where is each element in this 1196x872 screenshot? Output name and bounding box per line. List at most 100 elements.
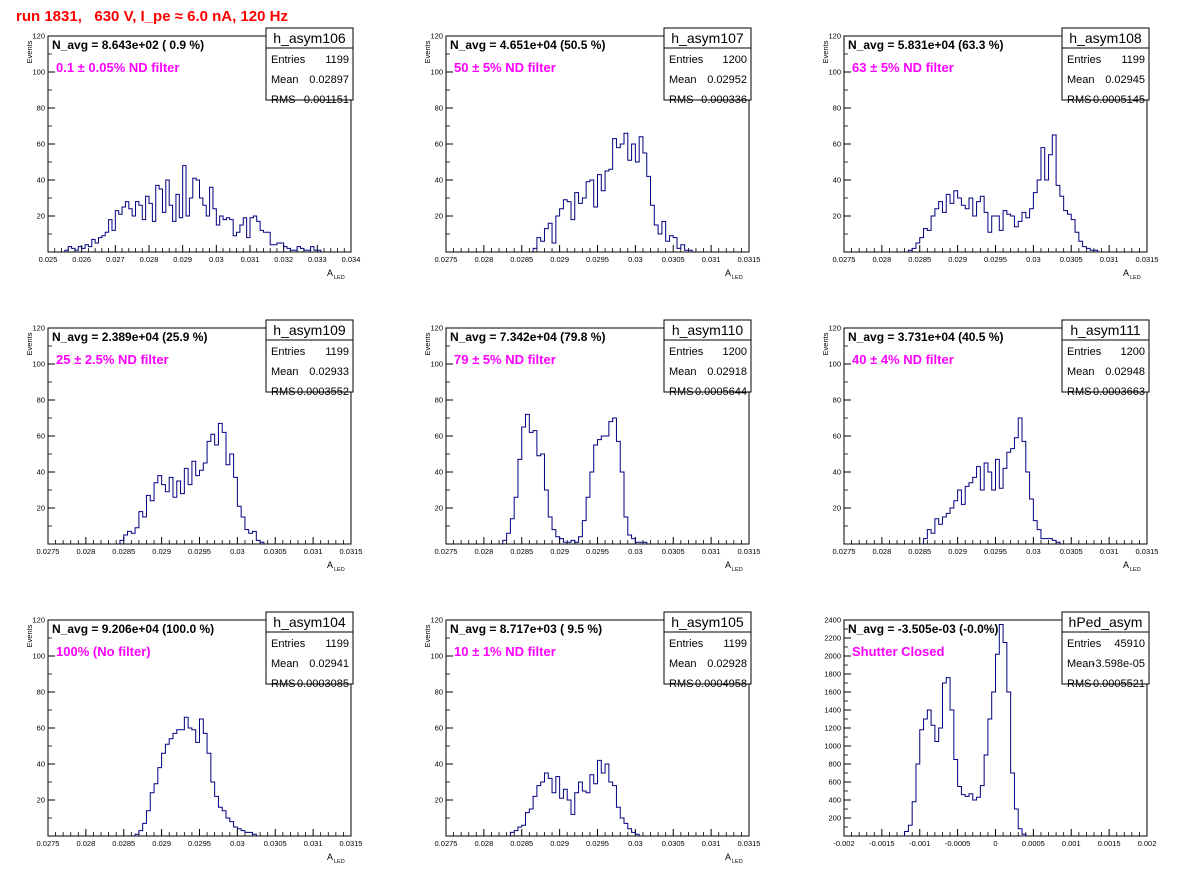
x-tick-label: 0.0015	[1098, 839, 1121, 848]
histogram-panel-h_asym109: 20 40 60 80 100 120 0.0275 0.028 0.0285 0.029 0.02…	[25, 319, 362, 573]
stats-value: 0.0005145	[1093, 94, 1145, 106]
y-tick-label: 20	[833, 212, 841, 221]
stats-value: 0.0003552	[297, 386, 349, 398]
y-tick-label: 20	[37, 796, 45, 805]
histogram-panel-h_asym108: 20 40 60 80 100 120 0.0275 0.028 0.0285 0.029 0.02…	[821, 27, 1158, 281]
navg-label: N_avg = 3.731e+04 (40.5 %)	[848, 330, 1003, 344]
stats-value: 1200	[723, 346, 747, 358]
y-tick-label: 60	[833, 432, 841, 441]
y-tick-label: 60	[833, 140, 841, 149]
x-tick-label: 0.0305	[662, 547, 685, 556]
filter-annotation: 79 ± 5% ND filter	[454, 352, 556, 367]
y-tick-label: 120	[32, 616, 45, 625]
navg-label: N_avg = 5.831e+04 (63.3 %)	[848, 38, 1003, 52]
x-tick-label: 0.0295	[984, 547, 1007, 556]
y-tick-label: 60	[435, 724, 443, 733]
stats-box	[265, 611, 354, 685]
y-tick-label: 100	[828, 360, 841, 369]
x-tick-label: 0.029	[948, 547, 967, 556]
navg-label: N_avg = 9.206e+04 (100.0 %)	[52, 622, 214, 636]
y-tick-label: 400	[828, 796, 841, 805]
y-tick-label: 80	[37, 396, 45, 405]
filter-annotation: 63 ± 5% ND filter	[852, 60, 954, 75]
x-tick-label: 0.03	[628, 547, 643, 556]
y-tick-label: 100	[32, 652, 45, 661]
stats-value: 0.0003085	[297, 678, 349, 690]
stats-box	[1061, 319, 1150, 393]
stats-value: 0.02928	[707, 658, 747, 670]
stats-value: -3.598e-05	[1092, 658, 1145, 670]
stats-value: 1199	[723, 638, 747, 650]
stats-label: Mean	[1067, 74, 1095, 86]
x-tick-label: 0.0295	[188, 547, 211, 556]
y-tick-label: 60	[37, 432, 45, 441]
x-tick-label: 0.001	[1062, 839, 1081, 848]
histogram-name: hPed_asym	[1069, 614, 1143, 630]
stats-value: 0.02918	[707, 366, 747, 378]
histogram-panel-h_asym110: 20 40 60 80 100 120 0.0275 0.028 0.0285 0.029 0.02…	[423, 319, 760, 573]
x-tick-label: 0.0295	[984, 255, 1007, 264]
x-tick-label: 0.031	[304, 839, 323, 848]
stats-label: RMS	[1067, 386, 1091, 398]
y-axis-label: Events	[423, 40, 432, 63]
stats-box	[265, 319, 354, 393]
y-tick-label: 60	[435, 140, 443, 149]
x-tick-label: 0.025	[39, 255, 58, 264]
stats-label: Entries	[669, 54, 704, 66]
y-tick-label: 2000	[824, 652, 841, 661]
x-tick-label: 0.03	[1026, 255, 1041, 264]
filter-annotation: 25 ± 2.5% ND filter	[56, 352, 169, 367]
x-tick-label: 0.0305	[264, 839, 287, 848]
y-tick-label: 2400	[824, 616, 841, 625]
stats-value: 1199	[325, 54, 349, 66]
histogram-panel-h_asym111: 20 40 60 80 100 120 0.0275 0.028 0.0285 0.029 0.02…	[821, 319, 1158, 573]
y-tick-label: 20	[435, 504, 443, 513]
filter-annotation: 100% (No filter)	[56, 644, 151, 659]
x-tick-label: 0.029	[550, 255, 569, 264]
x-tick-label: 0.0305	[1060, 547, 1083, 556]
x-tick-label: 0.031	[702, 839, 721, 848]
x-tick-label: 0	[993, 839, 997, 848]
x-tick-label: 0.03	[230, 547, 245, 556]
stats-label: Mean	[1067, 658, 1095, 670]
x-tick-label: 0.03	[230, 839, 245, 848]
x-tick-label: 0.029	[173, 255, 192, 264]
y-tick-label: 1400	[824, 706, 841, 715]
x-tick-label: 0.0295	[586, 547, 609, 556]
y-tick-label: 120	[828, 32, 841, 41]
stats-value: 1199	[1121, 54, 1145, 66]
x-tick-label: 0.0005	[1022, 839, 1045, 848]
x-tick-label: 0.028	[140, 255, 159, 264]
stats-label: Entries	[669, 346, 704, 358]
x-axis-label: A	[725, 560, 731, 570]
y-axis-label: Events	[25, 40, 34, 63]
filter-annotation: Shutter Closed	[852, 644, 945, 659]
stats-value: 0.000336	[701, 94, 747, 106]
histogram-name: h_asym108	[1069, 30, 1142, 46]
stats-label: Mean	[1067, 366, 1095, 378]
x-axis-label-subscript: LED	[1130, 275, 1141, 281]
y-tick-label: 80	[435, 104, 443, 113]
x-tick-label: 0.0275	[37, 547, 60, 556]
x-tick-label: 0.0285	[908, 547, 931, 556]
x-tick-label: 0.03	[209, 255, 224, 264]
y-tick-label: 40	[435, 176, 443, 185]
y-tick-label: 60	[37, 140, 45, 149]
y-tick-label: 120	[430, 616, 443, 625]
x-tick-label: 0.026	[72, 255, 91, 264]
y-tick-label: 120	[32, 32, 45, 41]
x-axis-label: A	[327, 560, 333, 570]
x-axis-label: A	[725, 852, 731, 862]
stats-label: RMS	[669, 678, 693, 690]
x-tick-label: 0.0305	[662, 255, 685, 264]
stats-label: Entries	[669, 638, 704, 650]
y-tick-label: 40	[37, 176, 45, 185]
stats-label: RMS	[1067, 678, 1091, 690]
histogram-series	[509, 759, 640, 836]
y-tick-label: 1600	[824, 688, 841, 697]
y-tick-label: 80	[435, 396, 443, 405]
stats-value: 0.02933	[309, 366, 349, 378]
stats-label: Entries	[271, 54, 306, 66]
stats-value: 45910	[1114, 638, 1145, 650]
x-tick-label: 0.0275	[435, 547, 458, 556]
